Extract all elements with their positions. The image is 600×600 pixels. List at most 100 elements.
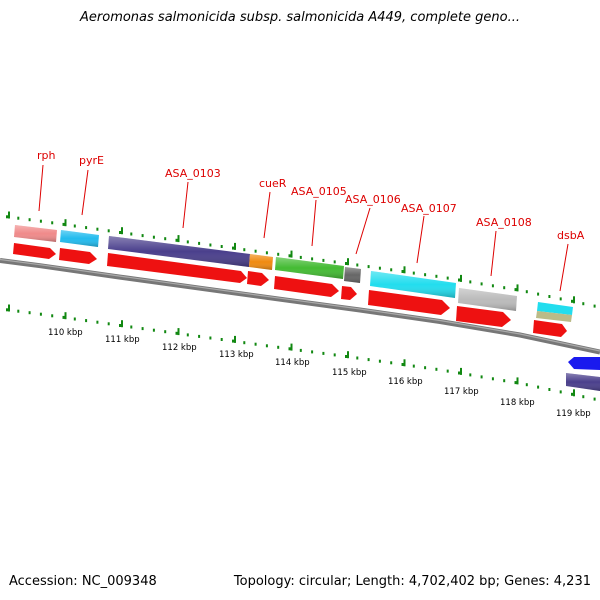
ruler-major-tick [290, 343, 293, 351]
gene-label: ASA_0107 [401, 202, 457, 215]
ruler-tick [311, 257, 314, 261]
gene-label: cueR [259, 177, 287, 190]
ruler-tick [401, 363, 404, 366]
ruler-tick [265, 251, 268, 255]
ruler-label: 113 kbp [219, 350, 254, 360]
feature-ASA_0108[interactable] [458, 288, 517, 311]
ruler-tick [254, 342, 257, 346]
ruler-major-tick [290, 250, 293, 258]
ruler-label: 114 kbp [275, 358, 310, 368]
ruler-tick [152, 235, 155, 239]
ruler-tick [322, 258, 325, 262]
ruler-tick [333, 353, 336, 357]
ruler-tick [571, 299, 573, 303]
ruler-major-tick [573, 296, 575, 304]
ruler-tick [277, 345, 280, 349]
feature-ASA_0103[interactable] [108, 236, 250, 267]
ruler-tick [469, 373, 472, 377]
gene-label: pyrE [79, 154, 104, 167]
ruler-major-tick [121, 320, 123, 328]
ruler-tick [322, 351, 325, 355]
ruler-tick [130, 232, 133, 236]
ruler-tick [141, 327, 144, 331]
ruler-major-tick [177, 235, 180, 243]
ruler-tick [593, 397, 596, 401]
ruler-tick [28, 311, 31, 315]
ruler-major-tick [516, 284, 519, 292]
ruler-tick [119, 324, 121, 327]
ruler-tick [514, 381, 517, 385]
feature-rph[interactable] [14, 225, 57, 242]
ruler-tick [232, 246, 234, 250]
ruler-tick [288, 254, 291, 258]
ruler-tick [378, 359, 381, 363]
ruler-tick [435, 274, 438, 278]
ruler-label: 117 kbp [444, 387, 479, 397]
ruler-tick [491, 377, 494, 381]
feature-pyrE[interactable] [60, 230, 99, 247]
ruler-tick [469, 280, 472, 284]
feature-dsbA[interactable] [536, 302, 573, 322]
ruler-tick [390, 268, 393, 272]
genome-backbone-highlight [0, 258, 600, 352]
ruler-tick [17, 216, 20, 220]
cds-arrow-dsbA[interactable] [533, 320, 567, 337]
ruler-major-tick [460, 274, 462, 282]
cds-arrow-ASA_0106[interactable] [341, 286, 357, 300]
ruler-tick [62, 315, 65, 319]
ruler-tick [220, 338, 223, 341]
ruler-major-tick [8, 304, 10, 312]
ruler-tick [480, 282, 483, 286]
cds-arrow-pyrE[interactable] [59, 248, 97, 264]
cds-track [13, 243, 567, 337]
reverse-cds-arrow[interactable] [568, 357, 600, 370]
cds-arrow-ASA_0107[interactable] [368, 290, 450, 315]
feature-ASA_0106[interactable] [344, 267, 361, 283]
ruler-tick [96, 320, 99, 324]
ruler-tick [311, 350, 314, 354]
ruler-tick [209, 336, 212, 340]
ruler-tick [559, 297, 562, 301]
ruler-tick [73, 317, 76, 321]
feature-ASA_0107[interactable] [370, 271, 456, 298]
ruler-tick [378, 266, 381, 270]
ruler-tick [435, 367, 438, 371]
cds-arrow-ASA_0103[interactable] [107, 253, 247, 283]
cds-arrow-cueR[interactable] [247, 271, 269, 286]
ruler-label: 111 kbp [105, 335, 140, 345]
ruler-tick [446, 276, 449, 280]
ruler-tick [446, 369, 449, 373]
feature-cueR[interactable] [249, 254, 273, 270]
feature-ASA_0105[interactable] [275, 257, 344, 279]
ruler-tick [243, 248, 246, 252]
ruler-tick [198, 334, 201, 338]
ruler-tick [73, 224, 76, 228]
ruler-tick [424, 366, 427, 370]
ruler-tick [107, 322, 110, 326]
ruler-label: 110 kbp [48, 328, 83, 338]
ruler-tick [186, 240, 189, 244]
cds-arrow-ASA_0105[interactable] [274, 276, 339, 297]
ruler-tick [559, 390, 562, 394]
ruler-tick [356, 263, 359, 267]
ruler-tick [198, 241, 201, 245]
ruler-tick [39, 219, 42, 223]
gene-label: dsbA [557, 229, 585, 242]
ruler-major-tick [234, 335, 236, 343]
accession-text: Accession: NC_009348 [9, 574, 157, 589]
ruler-tick [243, 341, 246, 345]
ruler-tick [6, 215, 8, 219]
gene-label-leaders [38, 164, 569, 292]
ruler-tick [412, 364, 415, 368]
ruler-tick [548, 388, 551, 391]
gene-label: ASA_0108 [476, 216, 532, 229]
ruler-tick [130, 325, 133, 329]
cds-arrow-rph[interactable] [13, 243, 56, 259]
gene-label: ASA_0103 [165, 167, 221, 180]
ruler-tick [288, 347, 291, 351]
cds-arrow-ASA_0108[interactable] [456, 306, 511, 327]
ruler-tick [503, 379, 506, 383]
ruler-major-tick [64, 219, 67, 227]
map-title: Aeromonas salmonicida subsp. salmonicida… [80, 10, 520, 25]
